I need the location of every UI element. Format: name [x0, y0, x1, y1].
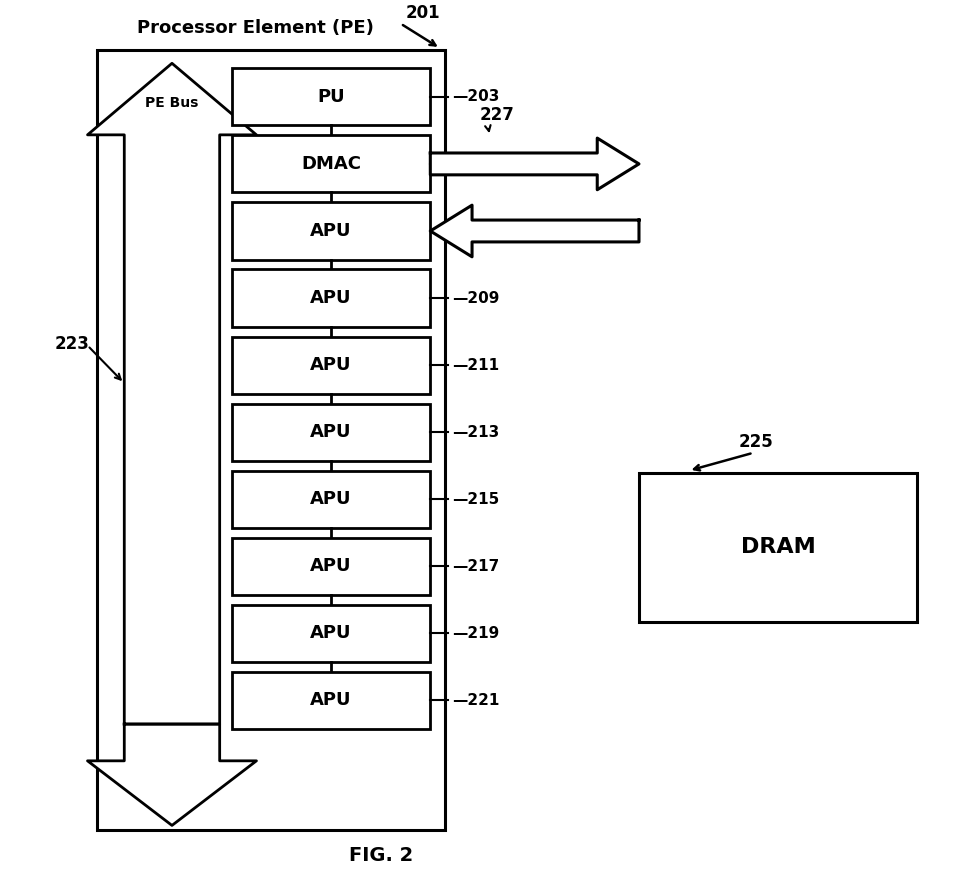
Text: —209: —209 [452, 290, 499, 305]
Text: 223: 223 [55, 335, 89, 352]
Text: DMAC: DMAC [300, 155, 361, 173]
Text: —213: —213 [452, 425, 499, 440]
Bar [639, 473, 917, 622]
Bar [231, 538, 430, 595]
Text: DRAM: DRAM [741, 538, 815, 557]
Text: APU: APU [310, 356, 351, 374]
Text: 227: 227 [480, 106, 515, 125]
Bar [231, 605, 430, 662]
Polygon shape [87, 724, 256, 825]
Bar [231, 270, 430, 327]
Text: Processor Element (PE): Processor Element (PE) [137, 20, 374, 37]
Text: —207: —207 [452, 223, 499, 239]
Bar [231, 471, 430, 528]
Text: —211: —211 [452, 358, 499, 373]
Text: APU: APU [310, 222, 351, 240]
Text: —205: —205 [452, 157, 499, 172]
Bar [231, 404, 430, 461]
Bar [231, 672, 430, 729]
Text: APU: APU [310, 557, 351, 575]
Polygon shape [87, 63, 256, 724]
Polygon shape [430, 138, 639, 190]
Text: APU: APU [310, 692, 351, 709]
Text: 225: 225 [738, 433, 773, 451]
Text: PE Bus: PE Bus [145, 95, 199, 109]
Text: FIG. 2: FIG. 2 [348, 846, 413, 865]
Bar [98, 51, 445, 830]
Text: PU: PU [317, 88, 345, 106]
Text: 201: 201 [405, 4, 440, 21]
Text: APU: APU [310, 490, 351, 508]
Text: —217: —217 [452, 559, 499, 574]
Text: —203: —203 [452, 89, 499, 104]
Text: —219: —219 [452, 626, 499, 641]
Text: —221: —221 [452, 693, 499, 708]
Polygon shape [430, 206, 639, 257]
Text: APU: APU [310, 423, 351, 441]
Bar [231, 135, 430, 192]
Text: APU: APU [310, 289, 351, 307]
Bar [231, 69, 430, 125]
Text: —215: —215 [452, 492, 499, 506]
Bar [231, 202, 430, 260]
Bar [231, 336, 430, 393]
Text: APU: APU [310, 625, 351, 643]
